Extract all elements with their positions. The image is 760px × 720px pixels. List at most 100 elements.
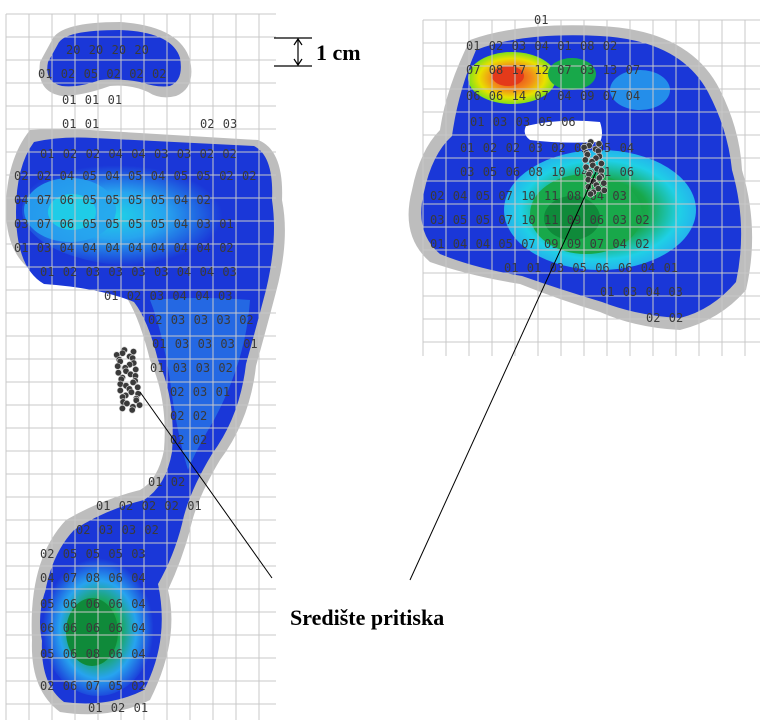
right-foot-cell-value: 04 [453, 237, 467, 251]
left-foot-cell-value: 06 [40, 621, 54, 635]
left-foot-cell-value: 06 [63, 679, 77, 693]
left-foot-cell-value: 20 [112, 43, 126, 57]
left-foot-cell-value: 04 [40, 571, 54, 585]
left-cop-point [123, 399, 131, 407]
left-foot-cell-value: 07 [37, 193, 51, 207]
left-foot-cell-value: 01 [40, 265, 54, 279]
left-cop-point [127, 388, 135, 396]
right-foot-cell-value: 11 [544, 189, 558, 203]
left-foot-cell-value: 04 [195, 289, 209, 303]
left-foot-cell-value: 01 [187, 499, 201, 513]
left-foot-cell-value: 06 [60, 193, 74, 207]
right-foot-cell-value: 08 [580, 39, 594, 53]
right-foot-cell-value: 04 [453, 189, 467, 203]
left-foot-cell-value: 07 [86, 679, 100, 693]
right-foot-cell-value: 03 [612, 189, 626, 203]
right-foot-cell-value: 05 [453, 213, 467, 227]
right-cop-point [582, 163, 590, 171]
left-cop-point [134, 383, 142, 391]
left-foot-cell-value: 20 [89, 43, 103, 57]
right-foot-cell-value: 10 [521, 189, 535, 203]
right-foot-cell-value: 08 [489, 63, 503, 77]
left-foot-cell-value: 05 [63, 547, 77, 561]
scale-label: 1 cm [316, 40, 361, 65]
right-foot-cell-value: 04 [646, 285, 660, 299]
right-foot-cell-value: 04 [476, 237, 490, 251]
left-foot-cell-value: 04 [174, 193, 188, 207]
right-foot-cell-value: 08 [528, 165, 542, 179]
left-cop-leader-line [139, 391, 273, 579]
left-foot-cell-value: 03 [196, 217, 210, 231]
right-foot-cell-value: 04 [557, 89, 571, 103]
left-foot-cell-value: 05 [84, 67, 98, 81]
right-foot-cell-value: 09 [580, 89, 594, 103]
left-foot-cell-value: 02 [170, 409, 184, 423]
left-foot-cell-value: 05 [40, 597, 54, 611]
left-foot-cell-value: 06 [63, 597, 77, 611]
right-foot-cell-value: 05 [476, 213, 490, 227]
left-foot-cell-value: 01 [62, 117, 76, 131]
left-foot-cell-value: 02 [119, 499, 133, 513]
right-foot-cell-value: 05 [498, 237, 512, 251]
left-foot-cell-value: 04 [196, 241, 210, 255]
left-foot-cell-value: 02 [40, 547, 54, 561]
right-foot-cell-value: 01 [527, 261, 541, 275]
right-foot-cell-value: 11 [544, 213, 558, 227]
right-foot-cell-value: 03 [430, 213, 444, 227]
right-foot-cell-value: 07 [603, 89, 617, 103]
left-foot-cell-value: 01 [148, 475, 162, 489]
right-foot-cell-value: 17 [512, 63, 526, 77]
left-foot-cell-value: 03 [131, 265, 145, 279]
right-foot-cell-value: 06 [506, 165, 520, 179]
left-foot-cell-value: 04 [151, 169, 165, 183]
left-foot-cell-value: 02 [14, 169, 28, 183]
left-cop-point [114, 362, 122, 370]
right-foot-cell-value: 03 [528, 141, 542, 155]
right-foot-cell-value: 14 [512, 89, 526, 103]
left-cop-point [118, 404, 126, 412]
left-foot-cell-value: 02 [148, 313, 162, 327]
left-foot-cell-value: 02 [37, 169, 51, 183]
right-foot-cell-value: 10 [551, 165, 565, 179]
left-foot-cell-value: 03 [223, 117, 237, 131]
left-cop-point [119, 349, 127, 357]
left-foot-cell-value: 05 [82, 169, 96, 183]
right-foot-cell-value: 03 [550, 261, 564, 275]
right-foot-cell-value: 01 [557, 39, 571, 53]
left-foot-cell-value: 04 [14, 193, 28, 207]
right-foot-cell-value: 01 [534, 13, 548, 27]
center-of-pressure-label: Središte pritiska [290, 605, 445, 630]
left-foot-cell-value: 01 [134, 701, 148, 715]
left-foot-cell-value: 07 [63, 571, 77, 585]
left-cop-point [132, 396, 140, 404]
right-cop-point [587, 190, 595, 198]
left-foot-cell-value: 05 [151, 217, 165, 231]
left-foot-cell-value: 02 [131, 679, 145, 693]
left-foot-cell-value: 05 [86, 547, 100, 561]
left-foot-cell-value: 05 [82, 217, 96, 231]
left-foot-cell-value: 02 [170, 385, 184, 399]
right-foot-cell-value: 02 [635, 213, 649, 227]
right-foot-cell-value: 06 [620, 165, 634, 179]
left-cop-point [132, 365, 140, 373]
right-foot-cell-value: 01 [504, 261, 518, 275]
left-foot-cell-value: 06 [60, 217, 74, 231]
right-foot-cell-value: 03 [516, 115, 530, 129]
left-foot-cell-value: 03 [150, 289, 164, 303]
right-foot-cell-value: 06 [489, 89, 503, 103]
left-foot-cell-value: 03 [193, 385, 207, 399]
left-foot-cell-value: 02 [200, 117, 214, 131]
right-foot-cell-value: 06 [618, 261, 632, 275]
left-foot-cell-value: 04 [60, 169, 74, 183]
left-foot-pressure-map [6, 22, 285, 715]
left-foot-cell-value: 02 [144, 523, 158, 537]
left-foot-cell-value: 02 [242, 169, 256, 183]
left-foot-cell-value: 04 [151, 241, 165, 255]
right-foot-cell-value: 01 [430, 237, 444, 251]
right-foot-cell-value: 07 [498, 189, 512, 203]
right-foot-cell-value: 03 [460, 165, 474, 179]
left-foot-cell-value: 02 [127, 289, 141, 303]
left-foot-cell-value: 06 [86, 597, 100, 611]
left-foot-cell-value: 01 [85, 117, 99, 131]
left-foot-cell-value: 03 [222, 265, 236, 279]
